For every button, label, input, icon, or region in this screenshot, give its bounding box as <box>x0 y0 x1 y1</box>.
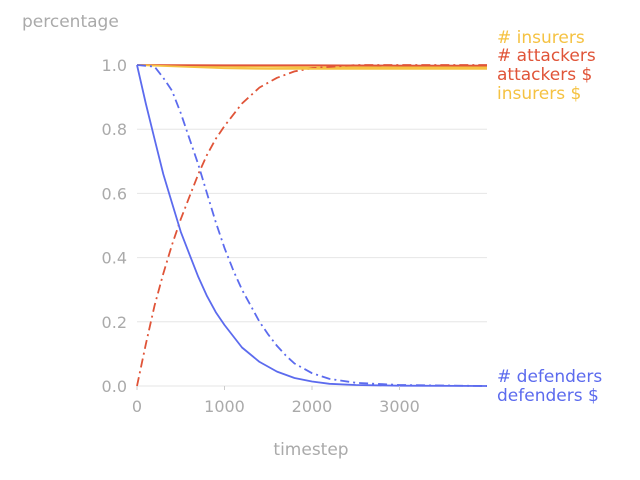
legend-label: attackers $ <box>497 65 592 85</box>
series-line-attackers <box>136 64 487 387</box>
y-tick-label: 1.0 <box>102 56 127 75</box>
legend-label: defenders $ <box>497 386 599 406</box>
x-tick-label: 1000 <box>204 397 245 416</box>
legend-label: insurers $ <box>497 84 581 104</box>
x-axis-ticks: 0 1000 2000 3000 <box>132 386 420 416</box>
series-line-defenders <box>136 64 488 387</box>
x-tick-label: 3000 <box>379 397 420 416</box>
y-axis-title: percentage <box>22 12 119 32</box>
series-line-insurers <box>136 64 487 70</box>
y-tick-label: 0.4 <box>102 249 127 268</box>
series-lines <box>136 64 488 387</box>
y-tick-label: 0.2 <box>102 313 127 332</box>
y-tick-label: 0.0 <box>102 377 127 396</box>
x-axis-title: timestep <box>273 440 348 460</box>
y-axis-ticks: 0.0 0.2 0.4 0.6 0.8 1.0 <box>102 56 127 396</box>
legend-label: # attackers <box>497 46 596 66</box>
series-line-attackers <box>136 64 487 67</box>
legend-label: # defenders <box>497 367 602 387</box>
grid-lines <box>137 64 487 387</box>
y-tick-label: 0.6 <box>102 184 127 203</box>
series-line-defenders <box>136 64 488 387</box>
x-tick-label: 0 <box>132 397 142 416</box>
legend-label: # insurers <box>497 28 585 48</box>
y-tick-label: 0.8 <box>102 120 127 139</box>
x-tick-label: 2000 <box>292 397 333 416</box>
